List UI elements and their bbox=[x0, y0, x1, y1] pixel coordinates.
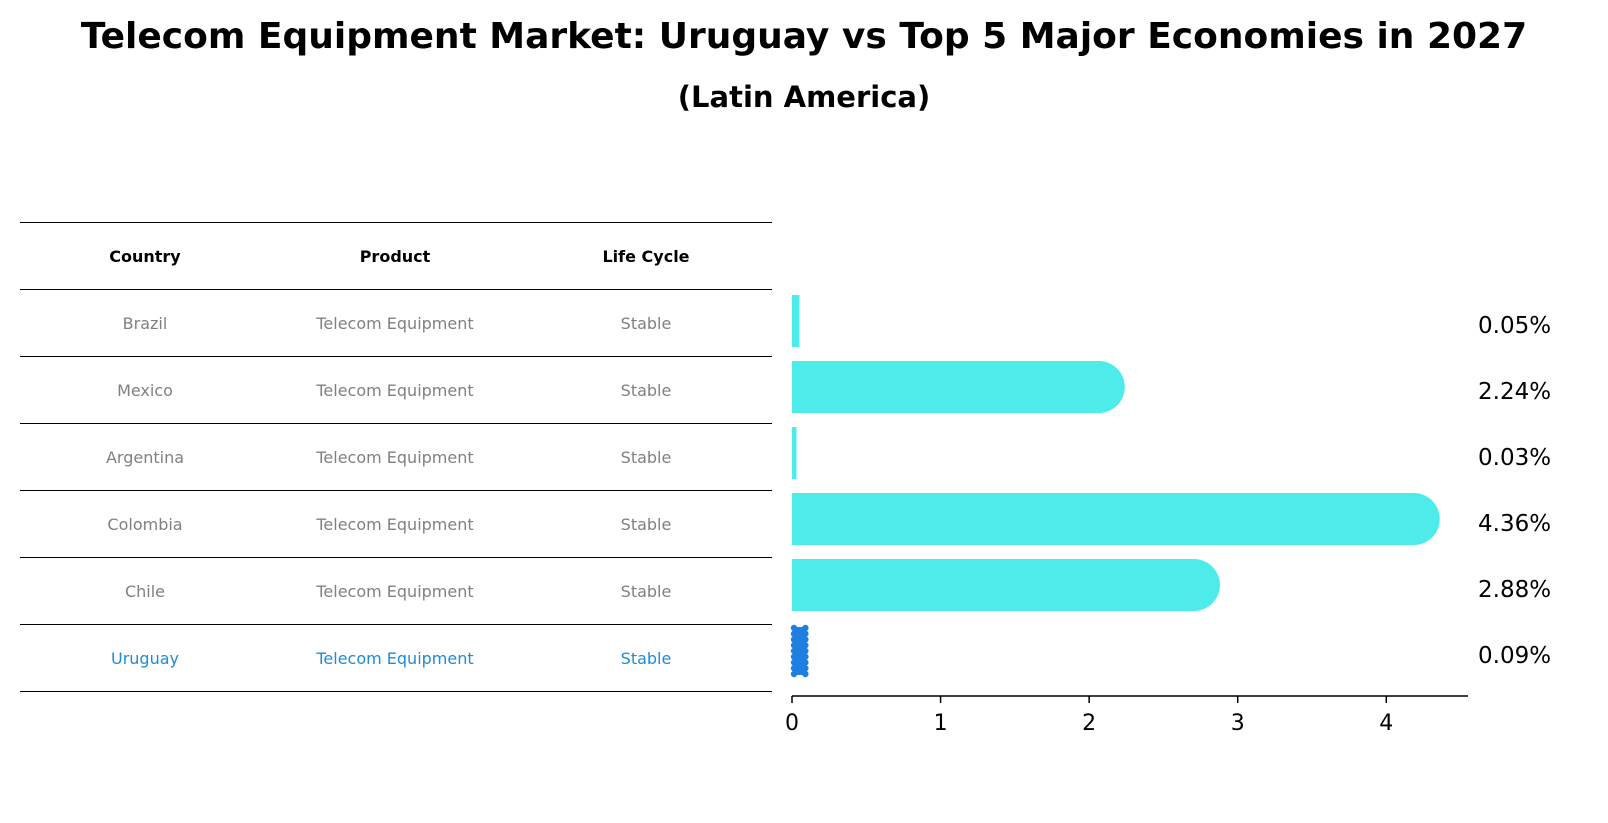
cell-life-cycle: Stable bbox=[620, 514, 672, 534]
value-label-argentina: 0.03% bbox=[1478, 445, 1551, 471]
table-row: Argentina Telecom Equipment Stable bbox=[20, 423, 772, 490]
cell-product: Telecom Equipment bbox=[316, 380, 474, 400]
chart-title: Telecom Equipment Market: Uruguay vs Top… bbox=[80, 16, 1528, 57]
cell-country: Uruguay bbox=[111, 648, 179, 668]
value-label-chile: 2.88% bbox=[1478, 577, 1551, 603]
cell-country: Mexico bbox=[117, 380, 173, 400]
header-country: Country bbox=[109, 246, 181, 266]
value-label-brazil: 0.05% bbox=[1478, 313, 1551, 339]
bar-uruguay bbox=[790, 624, 809, 678]
cell-product: Telecom Equipment bbox=[316, 313, 474, 333]
bar-brazil bbox=[792, 295, 800, 347]
cell-product: Telecom Equipment bbox=[316, 514, 474, 534]
bar-chile bbox=[792, 559, 1220, 611]
chart-subtitle: (Latin America) bbox=[677, 80, 931, 114]
cell-life-cycle: Stable bbox=[620, 380, 672, 400]
bar-mexico bbox=[792, 361, 1125, 413]
cell-product: Telecom Equipment bbox=[316, 447, 474, 467]
table-row: Mexico Telecom Equipment Stable bbox=[20, 356, 772, 423]
header-product: Product bbox=[359, 246, 431, 266]
cell-product: Telecom Equipment bbox=[316, 581, 474, 601]
table-row: Brazil Telecom Equipment Stable bbox=[20, 289, 772, 356]
x-tick-label: 3 bbox=[1231, 711, 1245, 736]
x-tick-label: 2 bbox=[1082, 711, 1096, 736]
cell-country: Chile bbox=[124, 581, 166, 601]
bar-colombia bbox=[792, 493, 1440, 545]
table-row: Colombia Telecom Equipment Stable bbox=[20, 490, 772, 557]
x-tick-label: 1 bbox=[934, 711, 948, 736]
cell-life-cycle: Stable bbox=[620, 581, 672, 601]
cell-life-cycle: Stable bbox=[620, 648, 672, 668]
value-label-colombia: 4.36% bbox=[1478, 511, 1551, 537]
x-tick-label: 0 bbox=[785, 711, 799, 736]
cell-life-cycle: Stable bbox=[620, 447, 672, 467]
cell-country: Brazil bbox=[122, 313, 168, 333]
country-table: Country Product Life Cycle Brazil Teleco… bbox=[20, 222, 772, 692]
table-row-highlight: Uruguay Telecom Equipment Stable bbox=[20, 624, 772, 692]
cell-country: Argentina bbox=[105, 447, 185, 467]
cell-life-cycle: Stable bbox=[620, 313, 672, 333]
table-header-row: Country Product Life Cycle bbox=[20, 222, 772, 289]
value-label-mexico: 2.24% bbox=[1478, 379, 1551, 405]
x-tick-label: 4 bbox=[1379, 711, 1393, 736]
value-label-uruguay: 0.09% bbox=[1478, 643, 1551, 669]
cell-product: Telecom Equipment bbox=[316, 648, 474, 668]
bar-argentina bbox=[792, 427, 797, 479]
header-life-cycle: Life Cycle bbox=[602, 246, 690, 266]
table-row: Chile Telecom Equipment Stable bbox=[20, 557, 772, 624]
cell-country: Colombia bbox=[107, 514, 183, 534]
